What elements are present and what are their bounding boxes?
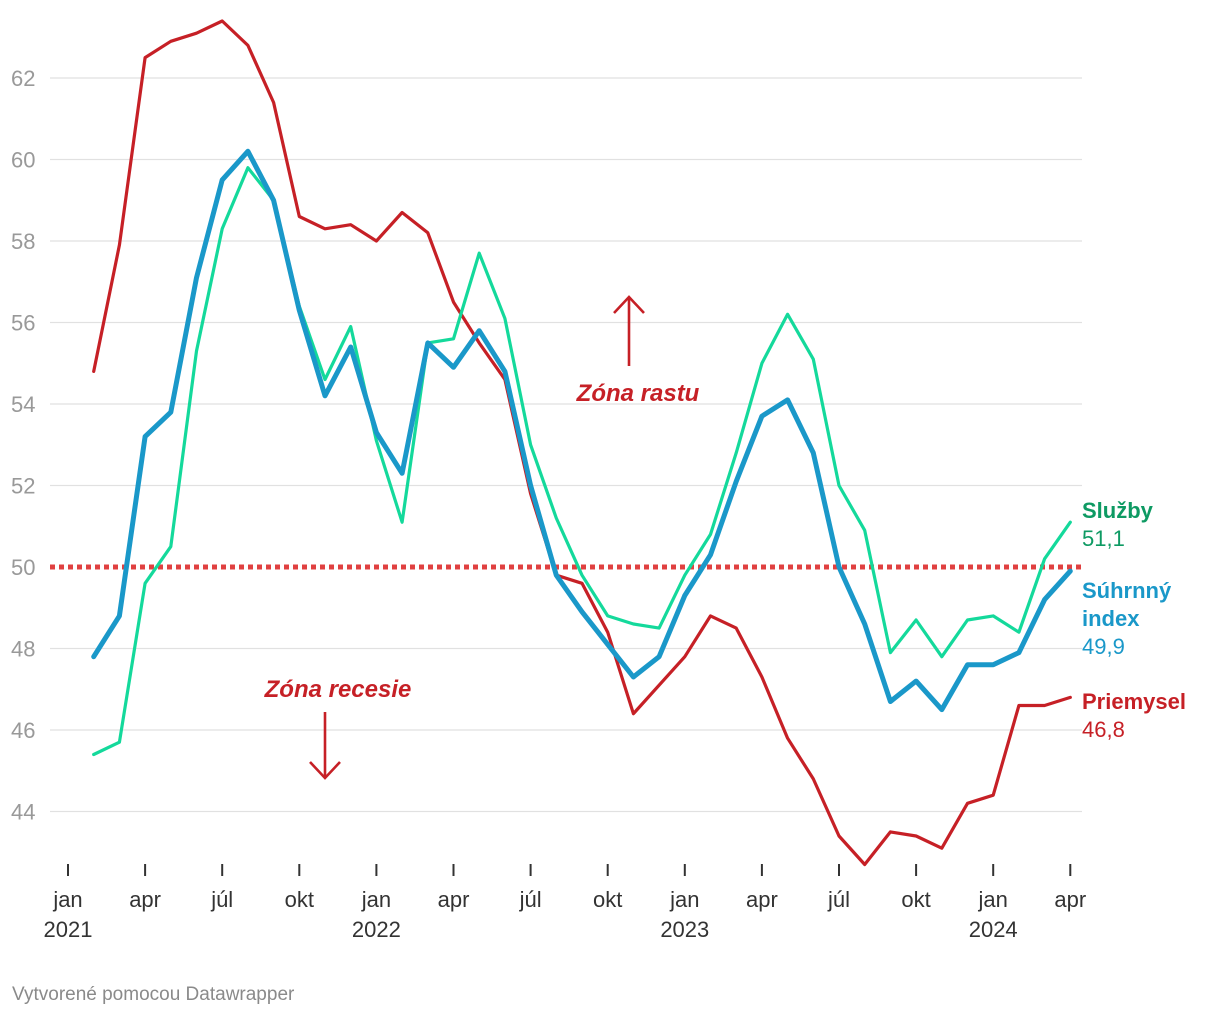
annotations: Zóna rastu Zóna recesie bbox=[264, 295, 700, 780]
x-tick-label: júl bbox=[210, 887, 233, 912]
y-tick-label-44: 44 bbox=[11, 800, 35, 825]
label-suhrnny-name-line2: index bbox=[1082, 606, 1140, 631]
x-tick-year-label: 2021 bbox=[44, 917, 93, 942]
x-tick-label: okt bbox=[593, 887, 622, 912]
x-tick-label: apr bbox=[746, 887, 778, 912]
x-tick-label: jan bbox=[361, 887, 391, 912]
y-tick-label-56: 56 bbox=[11, 311, 35, 336]
x-tick-year-label: 2023 bbox=[660, 917, 709, 942]
x-tick-label: júl bbox=[519, 887, 542, 912]
recession-arrow-head bbox=[309, 761, 341, 780]
y-tick-label-48: 48 bbox=[11, 637, 35, 662]
x-tick-label: júl bbox=[827, 887, 850, 912]
x-tick-label: okt bbox=[901, 887, 930, 912]
y-tick-label-52: 52 bbox=[11, 474, 35, 499]
growth-arrow-head bbox=[613, 295, 645, 314]
y-tick-label-50: 50 bbox=[11, 555, 35, 580]
y-tick-label-54: 54 bbox=[11, 392, 35, 417]
label-sluzby-value: 51,1 bbox=[1082, 526, 1125, 551]
series-line-priemysel bbox=[92, 19, 1072, 867]
series-layer bbox=[91, 19, 1073, 867]
y-tick-label-62: 62 bbox=[11, 66, 35, 91]
series-labels: Služby 51,1 Súhrnný index 49,9 Priemysel 46,8 bbox=[1082, 498, 1186, 742]
series-line-slu-by bbox=[92, 166, 1072, 757]
label-suhrnny-name-line1: Súhrnný bbox=[1082, 578, 1172, 603]
label-sluzby-name: Služby bbox=[1082, 498, 1154, 523]
x-tick-label: jan bbox=[52, 887, 82, 912]
credit-text: Vytvorené pomocou Datawrapper bbox=[12, 984, 295, 1005]
recession-zone-label: Zóna recesie bbox=[264, 676, 412, 703]
grid-layer: 44 46 48 50 52 54 56 58 60 62 bbox=[11, 66, 1082, 825]
y-tick-label-60: 60 bbox=[11, 148, 35, 173]
x-tick-year-label: 2022 bbox=[352, 917, 401, 942]
x-tick-label: jan bbox=[669, 887, 699, 912]
x-tick-label: jan bbox=[978, 887, 1008, 912]
y-tick-label-46: 46 bbox=[11, 718, 35, 743]
label-suhrnny-value: 49,9 bbox=[1082, 634, 1125, 659]
label-priemysel-value: 46,8 bbox=[1082, 717, 1125, 742]
x-tick-label: apr bbox=[1054, 887, 1086, 912]
label-priemysel-name: Priemysel bbox=[1082, 689, 1186, 714]
x-tick-year-label: 2024 bbox=[969, 917, 1018, 942]
y-tick-label-58: 58 bbox=[11, 229, 35, 254]
series-line-s-hrnn-index bbox=[91, 148, 1073, 713]
x-tick-label: okt bbox=[285, 887, 314, 912]
x-axis: jan 2021 apr júl okt jan 2022 apr júl okt jan 2023 a… bbox=[44, 864, 1086, 942]
x-tick-label: apr bbox=[129, 887, 161, 912]
growth-zone-label: Zóna rastu bbox=[576, 380, 700, 407]
x-tick-label: apr bbox=[438, 887, 470, 912]
